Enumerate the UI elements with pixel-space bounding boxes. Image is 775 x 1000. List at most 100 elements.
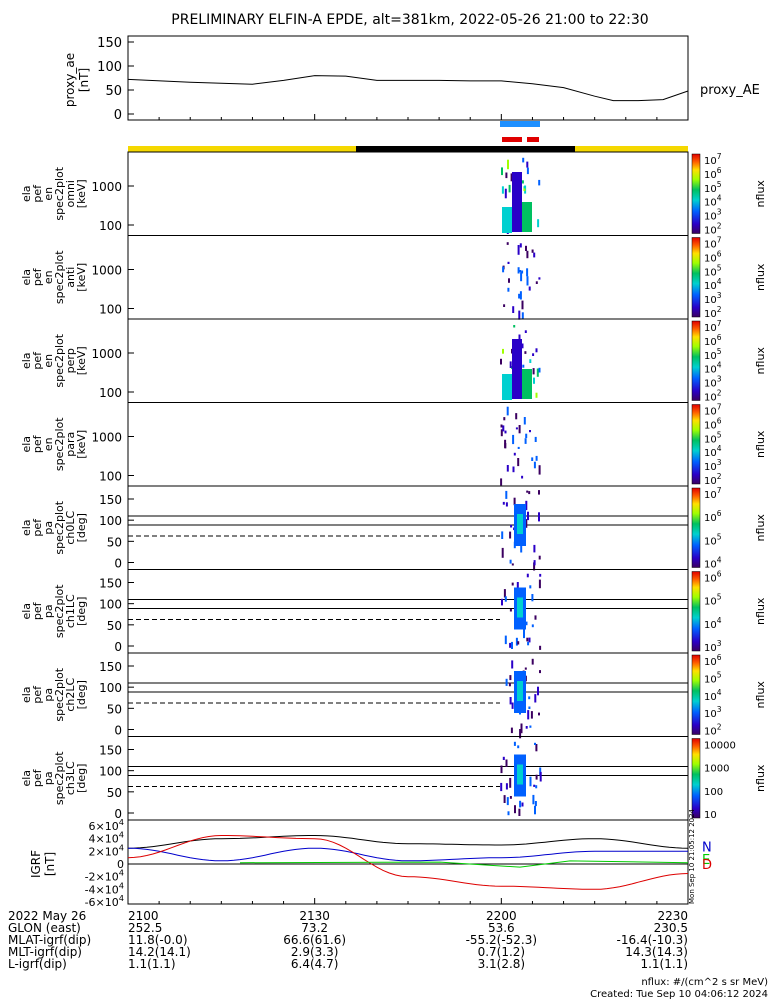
spectrogram-pixel xyxy=(538,490,540,495)
colorbar-6-tick: 102 xyxy=(704,723,722,738)
spectrogram-pixel xyxy=(512,434,515,445)
panel-4-tick-label: 50 xyxy=(107,535,122,549)
footer-label-3: MLT-igrf(dip) xyxy=(8,945,82,959)
spectrogram-pixel xyxy=(503,304,506,307)
spectrogram-pixel xyxy=(526,276,529,286)
panel-2-tick-label: 100 xyxy=(99,386,122,400)
spectrogram-pixel xyxy=(528,491,531,495)
colorbar-0-tick: 106 xyxy=(704,166,722,181)
spectrogram-pixel xyxy=(521,180,524,184)
footer-label-0: 2022 May 26 xyxy=(8,909,86,923)
spectrogram-pixel xyxy=(518,293,521,299)
spectrogram-pixel xyxy=(528,286,531,291)
spectrogram-pixel xyxy=(538,179,541,186)
colorbar-0 xyxy=(691,153,701,234)
footer-value-3-2: 0.7(1.2) xyxy=(478,945,526,959)
spectrogram-pixel xyxy=(512,466,515,473)
spectrogram-pixel xyxy=(513,497,516,506)
spectrogram-pixel xyxy=(533,544,536,553)
spectrogram-pixel xyxy=(522,157,525,163)
panel-3-ylabel: en xyxy=(42,437,55,451)
spectrogram-core xyxy=(517,597,523,618)
panel-1-ylabel: pef xyxy=(31,267,44,286)
spectrogram-pixel xyxy=(527,511,529,521)
colorbar-6-label: nflux xyxy=(754,681,767,709)
spectrogram-pixel xyxy=(504,596,507,602)
ae-tick-label: 0 xyxy=(114,108,122,123)
panel-5-ylabel: pa xyxy=(42,604,55,618)
panel-7-ylabel: ela xyxy=(20,770,33,787)
panel-4-ylabel: ela xyxy=(20,519,33,536)
spectrogram-core xyxy=(517,681,523,701)
footer-note-units: nflux: #/(cm^2 s sr MeV) xyxy=(641,977,768,988)
spectrogram-pixel xyxy=(529,585,532,589)
spectrogram-pixel xyxy=(515,427,518,430)
spectrogram-pixel xyxy=(502,756,505,760)
spectrogram-pixel xyxy=(511,660,514,669)
colorbar-7-label: nflux xyxy=(754,764,767,792)
spectrogram-pixel xyxy=(505,678,508,686)
colorbar-0-tick: 105 xyxy=(704,180,722,195)
colorbar-0-tick: 104 xyxy=(704,194,722,209)
panel-7-tick-label: 100 xyxy=(99,765,122,779)
spectrogram-pixel xyxy=(535,785,538,789)
spectrogram-pixel xyxy=(510,173,513,182)
spectrogram-pixel xyxy=(519,800,522,808)
spectrogram-pixel xyxy=(500,478,503,486)
spectrogram-pixel xyxy=(517,267,520,274)
panel-5-ylabel: [deg] xyxy=(75,597,88,626)
spectrogram-pixel xyxy=(524,667,527,670)
spectrogram-core xyxy=(517,764,523,785)
panel-5-ylabel: ela xyxy=(20,603,33,620)
spectrogram-pixel xyxy=(525,245,527,251)
science-zone-bar-red-1 xyxy=(502,137,522,142)
igrf-ylabel-unit: [nT] xyxy=(43,852,57,876)
colorbar-1 xyxy=(691,237,701,318)
spectrogram-pixel xyxy=(531,457,534,461)
spectrogram-pixel xyxy=(539,645,542,650)
colorbar-2-tick: 102 xyxy=(704,389,722,404)
panel-2-tick-label: 1000 xyxy=(91,347,122,361)
colorbar-7-tick: 100 xyxy=(704,787,723,798)
spectrogram-pixel xyxy=(501,531,504,539)
spectrogram-pixel xyxy=(533,560,536,566)
panel-3-ylabel: spec2plot xyxy=(53,417,66,471)
spectrogram-pixel xyxy=(526,161,529,168)
igrf-series-N xyxy=(127,835,689,849)
spectrogram-pixel xyxy=(524,351,527,354)
panel-4-tick-label: 100 xyxy=(99,514,122,528)
spectrogram-pixel xyxy=(531,594,534,602)
spectrogram-pixel xyxy=(520,723,523,734)
panel-7-tick-label: 50 xyxy=(107,786,122,800)
panel-2-ylabel: [keV] xyxy=(75,346,88,375)
spectrogram-pixel xyxy=(513,452,516,456)
spectrogram-pixel xyxy=(501,167,503,176)
spectrogram-pixel xyxy=(524,438,527,444)
colorbar-1-tick: 102 xyxy=(704,305,722,320)
colorbar-3-tick: 107 xyxy=(704,403,722,418)
spectrogram-pixel xyxy=(532,794,535,805)
ae-tick-label: 50 xyxy=(105,84,122,99)
spectrogram-pixel xyxy=(502,266,505,273)
footer-value-0-0: 2100 xyxy=(128,909,159,923)
panel-7-ylabel: [deg] xyxy=(75,764,88,793)
igrf-legend-D: D xyxy=(702,858,712,873)
spectrogram-pixel xyxy=(521,802,524,807)
spectrogram-pixel xyxy=(526,490,529,493)
igrf-tick-label: 2×104 xyxy=(89,842,124,858)
spectrogram-pixel xyxy=(526,637,529,642)
spectrogram-pixel xyxy=(511,563,514,566)
igrf-tick-label: -6×104 xyxy=(85,893,124,909)
spectrogram-core xyxy=(522,369,532,399)
colorbar-2-label: nflux xyxy=(754,347,767,375)
spectrogram-pixel xyxy=(509,361,512,368)
footer-value-1-2: 53.6 xyxy=(488,921,515,935)
spectrogram-pixel xyxy=(531,249,534,253)
spectrogram-pixel xyxy=(527,710,530,720)
colorbar-3-tick: 106 xyxy=(704,416,722,431)
panel-3-ylabel: pef xyxy=(31,434,44,453)
panel-7-ylabel: spec2plot xyxy=(53,751,66,805)
spectrogram-pixel xyxy=(519,243,522,248)
colorbar-0-tick: 107 xyxy=(704,152,722,167)
